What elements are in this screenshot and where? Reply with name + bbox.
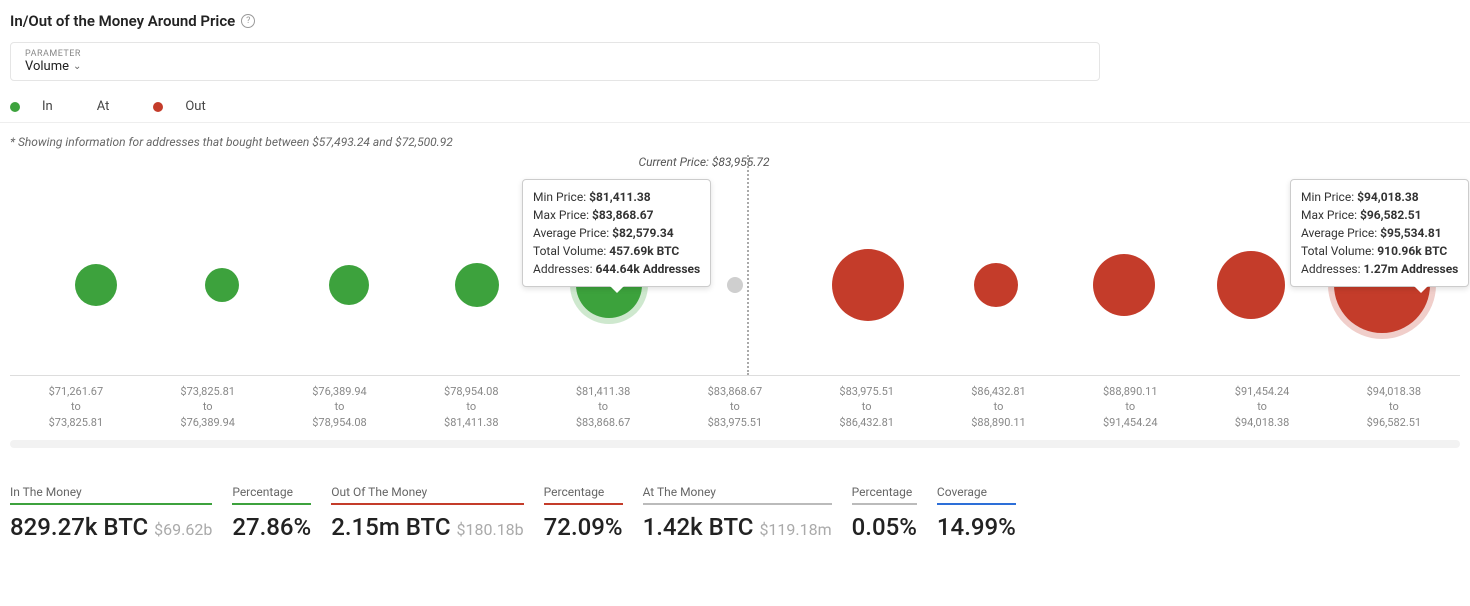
tooltip-label: Average Price: xyxy=(1301,226,1380,240)
bubble-tooltip: Min Price: $81,411.38 Max Price: $83,868.… xyxy=(522,179,711,287)
stat-subvalue: $180.18b xyxy=(457,520,524,539)
stat-label: In The Money xyxy=(10,485,212,505)
legend-in[interactable]: In xyxy=(10,99,75,114)
stat-block: Out Of The Money 2.15m BTC$180.18b xyxy=(331,485,523,541)
parameter-value[interactable]: Volume ⌄ xyxy=(25,59,1085,74)
tooltip-label: Min Price: xyxy=(1301,190,1357,204)
title-text: In/Out of the Money Around Price xyxy=(10,12,235,30)
bubble-out[interactable] xyxy=(1217,251,1285,319)
bubble-in[interactable] xyxy=(455,263,499,307)
axis-tick: $78,954.08to$81,411.38 xyxy=(405,376,537,430)
tooltip-label: Addresses: xyxy=(1301,262,1364,276)
chevron-down-icon: ⌄ xyxy=(73,61,81,72)
axis-tick: $81,411.38to$83,868.67 xyxy=(537,376,669,430)
stat-label: At The Money xyxy=(643,485,832,505)
tooltip-value: $81,411.38 xyxy=(589,190,651,204)
bubble-in[interactable] xyxy=(75,264,117,306)
tooltip-label: Total Volume: xyxy=(533,244,609,258)
stat-value: 1.42k BTC$119.18m xyxy=(643,513,832,541)
stat-block: In The Money 829.27k BTC$69.62b xyxy=(10,485,212,541)
tooltip-value: $94,018.38 xyxy=(1357,190,1419,204)
tooltip-value: 457.69k BTC xyxy=(609,244,679,258)
parameter-selector[interactable]: PARAMETER Volume ⌄ xyxy=(10,42,1100,81)
bubble-out[interactable] xyxy=(1093,254,1155,316)
axis-tick: $83,975.51to$86,432.81 xyxy=(801,376,933,430)
stat-value: 27.86% xyxy=(232,513,311,541)
chart-scrollbar[interactable] xyxy=(10,440,1460,448)
axis-tick: $88,890.11to$91,454.24 xyxy=(1064,376,1196,430)
legend-out[interactable]: Out xyxy=(153,99,227,114)
legend-at[interactable]: At xyxy=(97,99,132,114)
stat-value: 2.15m BTC$180.18b xyxy=(331,513,523,541)
tooltip-value: $83,868.67 xyxy=(592,208,654,222)
bubble-chart: Current Price: $83,955.72 Min Price: $81… xyxy=(10,155,1460,455)
stat-block: At The Money 1.42k BTC$119.18m xyxy=(643,485,832,541)
bubble-in[interactable] xyxy=(329,265,369,305)
chart-title: In/Out of the Money Around Price ? xyxy=(0,0,1470,38)
tooltip-label: Max Price: xyxy=(1301,208,1360,222)
axis-tick: $73,825.81to$76,389.94 xyxy=(142,376,274,430)
tooltip-label: Total Volume: xyxy=(1301,244,1377,258)
range-note: * Showing information for addresses that… xyxy=(0,123,1470,155)
tooltip-value: $96,582.51 xyxy=(1360,208,1422,222)
stat-value: 829.27k BTC$69.62b xyxy=(10,513,212,541)
axis-tick: $91,454.24to$94,018.38 xyxy=(1196,376,1328,430)
axis-tick: $71,261.67to$73,825.81 xyxy=(10,376,142,430)
stat-label: Percentage xyxy=(852,485,917,505)
tooltip-value: 1.27m Addresses xyxy=(1364,262,1459,276)
bubble-tooltip: Min Price: $94,018.38 Max Price: $96,582.… xyxy=(1290,179,1469,287)
bubble-in[interactable] xyxy=(205,268,239,302)
tooltip-value: 910.96k BTC xyxy=(1377,244,1447,258)
stat-value: 14.99% xyxy=(937,513,1016,541)
stat-value: 72.09% xyxy=(544,513,623,541)
stat-label: Out Of The Money xyxy=(331,485,523,505)
tooltip-value: 644.64k Addresses xyxy=(596,262,701,276)
stat-value: 0.05% xyxy=(852,513,917,541)
tooltip-label: Max Price: xyxy=(533,208,592,222)
stat-label: Percentage xyxy=(232,485,311,505)
axis-tick: $86,432.81to$88,890.11 xyxy=(933,376,1065,430)
stat-label: Percentage xyxy=(544,485,623,505)
stat-block: Percentage 72.09% xyxy=(544,485,623,541)
stat-subvalue: $69.62b xyxy=(154,520,212,539)
legend: In At Out xyxy=(0,91,1470,123)
info-icon[interactable]: ? xyxy=(241,14,255,28)
stat-subvalue: $119.18m xyxy=(759,520,831,539)
stat-block: Percentage 0.05% xyxy=(852,485,917,541)
parameter-label: PARAMETER xyxy=(25,49,1085,59)
axis-tick: $83,868.67to$83,975.51 xyxy=(669,376,801,430)
summary-stats: In The Money 829.27k BTC$69.62b Percentage… xyxy=(0,455,1470,551)
axis-tick: $94,018.38to$96,582.51 xyxy=(1328,376,1460,430)
tooltip-value: $95,534.81 xyxy=(1380,226,1442,240)
current-price-line xyxy=(747,155,749,375)
tooltip-value: $82,579.34 xyxy=(612,226,674,240)
stat-block: Percentage 27.86% xyxy=(232,485,311,541)
bubble-out[interactable] xyxy=(832,249,904,321)
bubble-row xyxy=(10,155,1460,355)
stat-label: Coverage xyxy=(937,485,1016,505)
bubble-at[interactable] xyxy=(727,277,743,293)
legend-dot-in xyxy=(10,102,20,112)
tooltip-label: Addresses: xyxy=(533,262,596,276)
stat-block: Coverage 14.99% xyxy=(937,485,1016,541)
bubble-out[interactable] xyxy=(974,263,1018,307)
legend-dot-out xyxy=(153,102,163,112)
tooltip-label: Average Price: xyxy=(533,226,612,240)
x-axis: $71,261.67to$73,825.81$73,825.81to$76,38… xyxy=(10,375,1460,430)
tooltip-label: Min Price: xyxy=(533,190,589,204)
axis-tick: $76,389.94to$78,954.08 xyxy=(274,376,406,430)
